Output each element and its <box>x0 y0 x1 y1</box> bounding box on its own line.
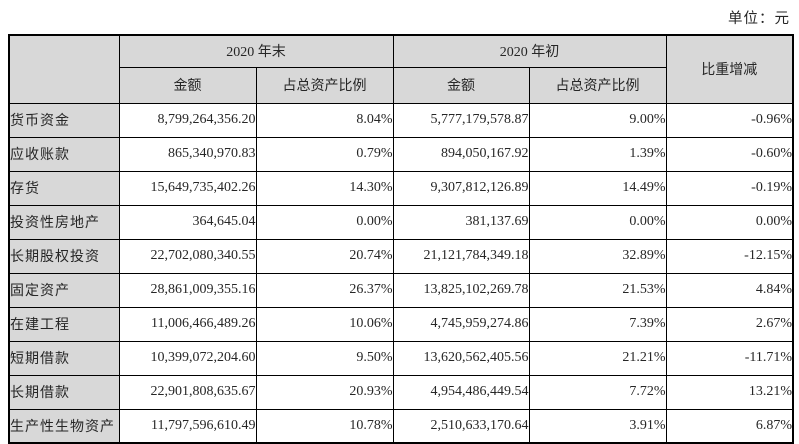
change-cell: 2.67% <box>665 306 794 342</box>
table-row: 长期股权投资 22,702,080,340.55 20.74% 21,121,7… <box>8 238 794 274</box>
change-cell: -11.71% <box>665 340 794 376</box>
start-ratio-cell: 21.53% <box>528 272 667 308</box>
table-row: 应收账款 865,340,970.83 0.79% 894,050,167.92… <box>8 136 794 172</box>
table-row: 货币资金 8,799,264,356.20 8.04% 5,777,179,57… <box>8 102 794 138</box>
start-amount-cell: 381,137.69 <box>392 204 530 240</box>
change-cell: -0.96% <box>665 102 794 138</box>
end-amount-cell: 8,799,264,356.20 <box>118 102 257 138</box>
start-ratio-cell: 3.91% <box>528 408 667 444</box>
end-amount-cell: 22,901,808,635.67 <box>118 374 257 410</box>
end-ratio-cell: 14.30% <box>255 170 394 206</box>
start-amount-cell: 2,510,633,170.64 <box>392 408 530 444</box>
row-label: 存货 <box>8 170 120 206</box>
header-row-periods: 2020 年末 2020 年初 比重增减 <box>8 34 794 104</box>
change-cell: 4.84% <box>665 272 794 308</box>
end-ratio-cell: 20.74% <box>255 238 394 274</box>
end-ratio-cell: 8.04% <box>255 102 394 138</box>
start-ratio-cell: 9.00% <box>528 102 667 138</box>
end-ratio-cell: 10.78% <box>255 408 394 444</box>
start-ratio-cell: 32.89% <box>528 238 667 274</box>
header-row-measures: 金额 占总资产比例 金额 占总资产比例 <box>9 66 793 104</box>
table-body: 货币资金 8,799,264,356.20 8.04% 5,777,179,57… <box>8 102 794 444</box>
end-ratio-cell: 9.50% <box>255 340 394 376</box>
change-cell: -0.19% <box>665 170 794 206</box>
corner-cell <box>8 34 120 104</box>
row-label: 短期借款 <box>8 340 120 376</box>
change-cell: 0.00% <box>665 204 794 240</box>
change-cell: -12.15% <box>665 238 794 274</box>
start-amount-cell: 4,745,959,274.86 <box>392 306 530 342</box>
row-label: 投资性房地产 <box>8 204 120 240</box>
start-ratio-cell: 1.39% <box>528 136 667 172</box>
row-label: 固定资产 <box>8 272 120 308</box>
end-amount-cell: 22,702,080,340.55 <box>118 238 257 274</box>
row-label: 在建工程 <box>8 306 120 342</box>
start-ratio-cell: 14.49% <box>528 170 667 206</box>
period-end-header: 2020 年末 <box>118 34 394 68</box>
end-amount-header: 金额 <box>118 66 257 104</box>
end-amount-cell: 10,399,072,204.60 <box>118 340 257 376</box>
row-label: 货币资金 <box>8 102 120 138</box>
end-amount-cell: 15,649,735,402.26 <box>118 170 257 206</box>
end-ratio-header: 占总资产比例 <box>255 66 394 104</box>
start-amount-cell: 4,954,486,449.54 <box>392 374 530 410</box>
end-ratio-cell: 0.79% <box>255 136 394 172</box>
table-row: 短期借款 10,399,072,204.60 9.50% 13,620,562,… <box>8 340 794 376</box>
table-row: 生产性生物资产 11,797,596,610.49 10.78% 2,510,6… <box>8 408 794 444</box>
row-label: 长期借款 <box>8 374 120 410</box>
start-ratio-cell: 7.72% <box>528 374 667 410</box>
unit-label: 单位：元 <box>728 11 790 27</box>
start-ratio-cell: 0.00% <box>528 204 667 240</box>
end-ratio-cell: 10.06% <box>255 306 394 342</box>
start-amount-cell: 13,825,102,269.78 <box>392 272 530 308</box>
start-amount-cell: 9,307,812,126.89 <box>392 170 530 206</box>
end-ratio-cell: 26.37% <box>255 272 394 308</box>
row-label: 长期股权投资 <box>8 238 120 274</box>
table-row: 长期借款 22,901,808,635.67 20.93% 4,954,486,… <box>8 374 794 410</box>
start-ratio-cell: 7.39% <box>528 306 667 342</box>
end-amount-cell: 364,645.04 <box>118 204 257 240</box>
row-label: 应收账款 <box>8 136 120 172</box>
start-amount-cell: 21,121,784,349.18 <box>392 238 530 274</box>
assets-table: 2020 年末 2020 年初 比重增减 金额 占总资产比例 金额 占总资产比例… <box>8 34 794 444</box>
start-amount-header: 金额 <box>392 66 530 104</box>
period-start-header: 2020 年初 <box>392 34 667 68</box>
change-cell: -0.60% <box>665 136 794 172</box>
end-amount-cell: 865,340,970.83 <box>118 136 257 172</box>
start-ratio-cell: 21.21% <box>528 340 667 376</box>
table-row: 存货 15,649,735,402.26 14.30% 9,307,812,12… <box>8 170 794 206</box>
start-ratio-header: 占总资产比例 <box>528 66 667 104</box>
change-header: 比重增减 <box>665 34 794 104</box>
end-ratio-cell: 0.00% <box>255 204 394 240</box>
end-amount-cell: 28,861,009,355.16 <box>118 272 257 308</box>
change-cell: 13.21% <box>665 374 794 410</box>
table-row: 在建工程 11,006,466,489.26 10.06% 4,745,959,… <box>8 306 794 342</box>
end-amount-cell: 11,006,466,489.26 <box>118 306 257 342</box>
end-amount-cell: 11,797,596,610.49 <box>118 408 257 444</box>
row-label: 生产性生物资产 <box>8 408 120 444</box>
start-amount-cell: 13,620,562,405.56 <box>392 340 530 376</box>
start-amount-cell: 5,777,179,578.87 <box>392 102 530 138</box>
end-ratio-cell: 20.93% <box>255 374 394 410</box>
change-cell: 6.87% <box>665 408 794 444</box>
table-row: 投资性房地产 364,645.04 0.00% 381,137.69 0.00%… <box>8 204 794 240</box>
table-row: 固定资产 28,861,009,355.16 26.37% 13,825,102… <box>8 272 794 308</box>
start-amount-cell: 894,050,167.92 <box>392 136 530 172</box>
